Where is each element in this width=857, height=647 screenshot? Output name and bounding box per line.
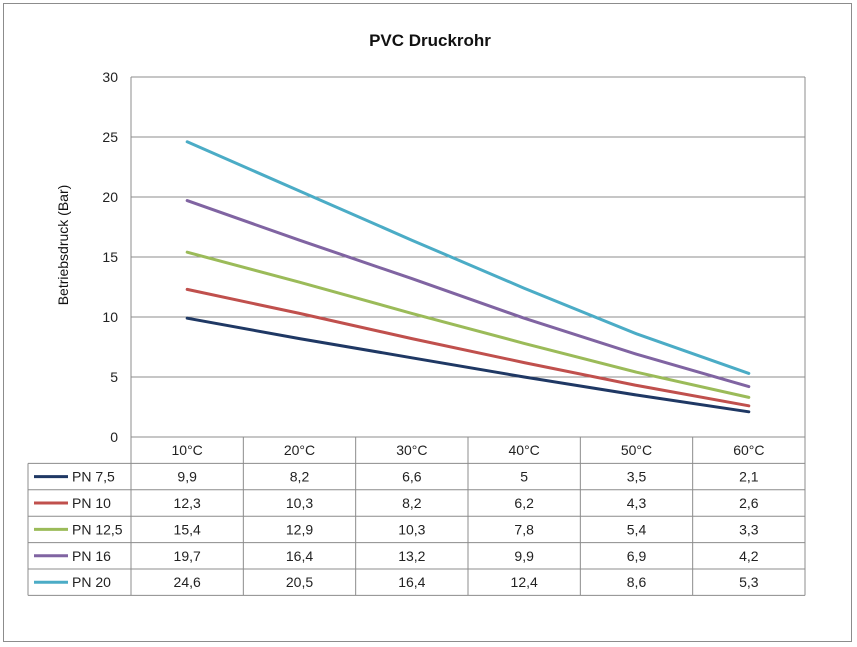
table-cell-value: 2,1: [739, 469, 759, 485]
series-line: [185, 199, 751, 389]
data-table: 10°C 20°C 30°C 40°C 50°C 60°C PN 7,5 9,9 8,2 6,6 5…: [27, 436, 806, 596]
table-cell-value: 4,3: [627, 495, 647, 511]
y-tick-label: 10: [102, 309, 118, 325]
table-cell-value: 6,2: [514, 495, 534, 511]
y-tick-label: 30: [102, 69, 118, 85]
table-cell-value: 8,6: [627, 574, 647, 590]
table-cell-value: 15,4: [174, 521, 201, 537]
table-cell-value: 12,4: [511, 574, 538, 590]
table-cell-value: 4,2: [739, 548, 759, 564]
table-cell-value: 5: [520, 469, 528, 485]
table-cell-value: 13,2: [398, 548, 425, 564]
table-cell-value: 24,6: [174, 574, 201, 590]
table-cell-value: 8,2: [402, 495, 422, 511]
series-lines: [185, 140, 751, 414]
legend-label: PN 12,5: [72, 521, 123, 537]
y-axis-label: Betriebsdruck (Bar): [55, 185, 71, 306]
y-tick-label: 20: [102, 189, 118, 205]
table-cell-value: 12,3: [174, 495, 201, 511]
table-cell-value: 16,4: [286, 548, 313, 564]
table-cell-value: 3,3: [739, 521, 759, 537]
table-cell-value: 10,3: [398, 521, 425, 537]
table-cell-value: 8,2: [290, 469, 310, 485]
legend-label: PN 10: [72, 495, 111, 511]
table-cell-value: 19,7: [174, 548, 201, 564]
y-tick-label: 15: [102, 249, 118, 265]
series-line: [185, 140, 751, 375]
table-cell-value: 2,6: [739, 495, 759, 511]
x-category-label: 10°C: [172, 442, 203, 458]
table-cell-value: 10,3: [286, 495, 313, 511]
table-cell-value: 12,9: [286, 521, 313, 537]
y-tick-label: 25: [102, 129, 118, 145]
legend-label: PN 16: [72, 548, 111, 564]
x-category-label: 60°C: [733, 442, 764, 458]
table-cell-value: 6,6: [402, 469, 422, 485]
table-cell-value: 5,4: [627, 521, 647, 537]
table-cell-value: 6,9: [627, 548, 647, 564]
table-cell-value: 3,5: [627, 469, 647, 485]
table-cell-value: 7,8: [514, 521, 534, 537]
y-axis-ticks: 0 5 10 15 20 25 30: [102, 69, 118, 445]
y-tick-label: 5: [110, 369, 118, 385]
x-category-label: 50°C: [621, 442, 652, 458]
chart-frame: [3, 3, 852, 642]
x-category-label: 30°C: [396, 442, 427, 458]
table-cell-value: 16,4: [398, 574, 425, 590]
y-tick-label: 0: [110, 429, 118, 445]
chart-title: PVC Druckrohr: [369, 31, 491, 50]
x-category-label: 40°C: [509, 442, 540, 458]
series-line: [185, 250, 751, 399]
table-cell-value: 20,5: [286, 574, 313, 590]
legend-label: PN 7,5: [72, 469, 115, 485]
table-cell-value: 9,9: [514, 548, 534, 564]
table-cell-value: 5,3: [739, 574, 759, 590]
x-category-label: 20°C: [284, 442, 315, 458]
series-line: [185, 316, 751, 414]
series-line: [185, 287, 751, 408]
gridlines: [130, 76, 806, 438]
table-cell-value: 9,9: [177, 469, 197, 485]
legend-label: PN 20: [72, 574, 111, 590]
